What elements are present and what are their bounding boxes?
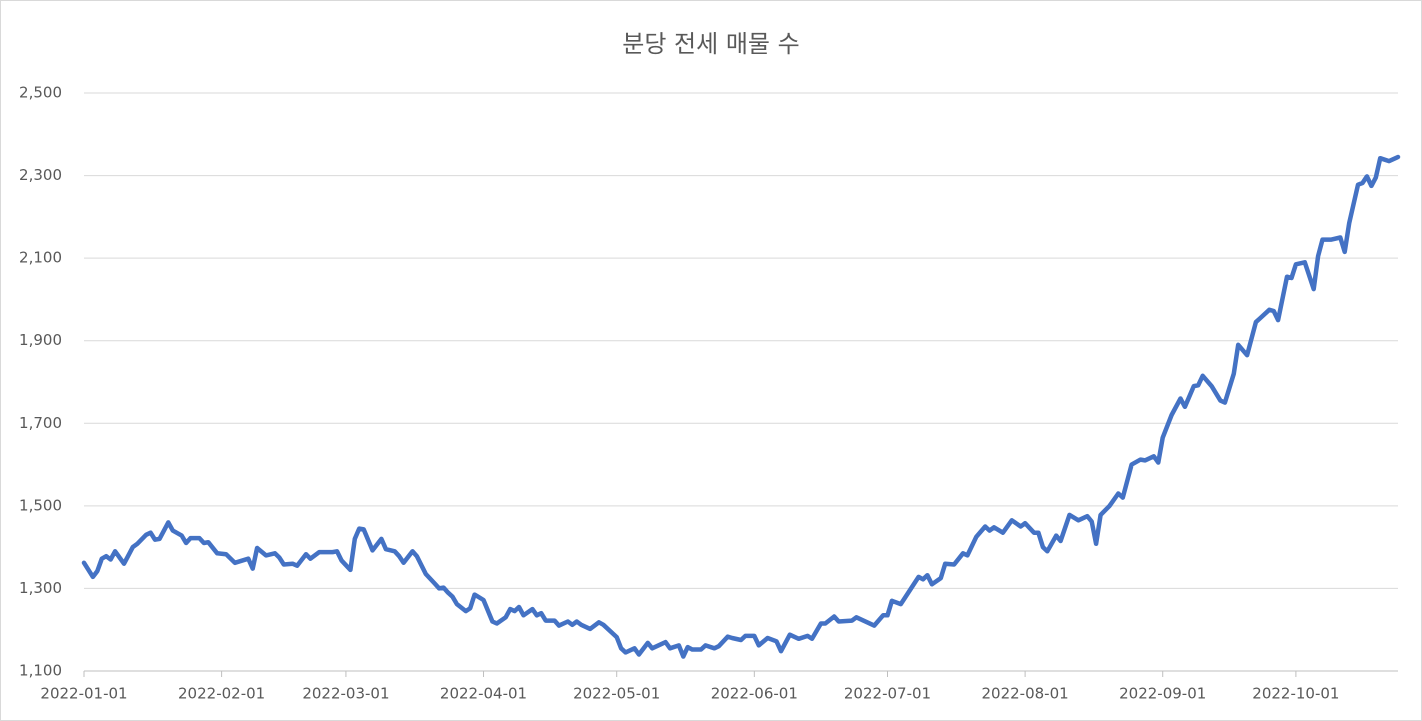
y-tick-label: 1,100 — [19, 662, 62, 680]
y-tick-label: 1,900 — [19, 331, 62, 349]
x-tick-label: 2022-04-01 — [440, 685, 527, 703]
x-tick-label: 2022-09-01 — [1119, 685, 1206, 703]
chart-title: 분당 전세 매물 수 — [622, 30, 799, 58]
x-tick-label: 2022-02-01 — [178, 685, 265, 703]
x-tick-label: 2022-05-01 — [573, 685, 660, 703]
y-tick-label: 2,500 — [19, 84, 62, 102]
y-tick-label: 2,100 — [19, 249, 62, 267]
data-line — [81, 154, 1401, 659]
x-tick-label: 2022-10-01 — [1252, 685, 1339, 703]
y-tick-label: 2,300 — [19, 166, 62, 184]
x-tick-label: 2022-03-01 — [302, 685, 389, 703]
x-tick-label: 2022-08-01 — [982, 685, 1069, 703]
y-tick-label: 1,700 — [19, 414, 62, 432]
y-tick-label: 1,500 — [19, 496, 62, 514]
y-tick-label: 1,300 — [19, 579, 62, 597]
x-tick-label: 2022-06-01 — [711, 685, 798, 703]
x-tick-label: 2022-07-01 — [844, 685, 931, 703]
x-tick-label: 2022-01-01 — [40, 685, 127, 703]
